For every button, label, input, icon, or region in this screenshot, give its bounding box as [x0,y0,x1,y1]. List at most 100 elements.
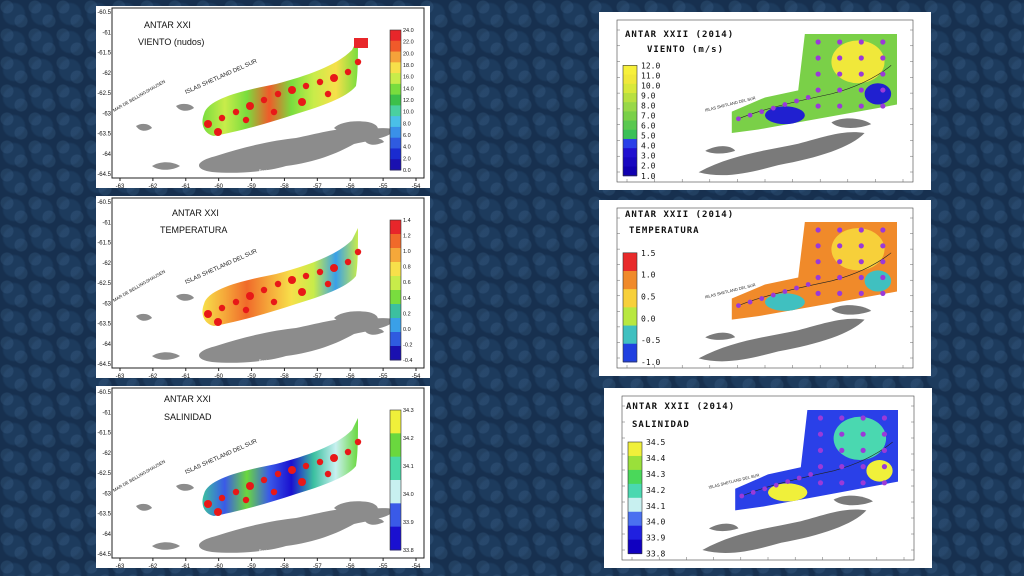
panel-antar-xxii-salinidad: ISLAS SHETLAND DEL SUR 34.5 34.4 34.3 34.2 34… [604,388,932,568]
station-marker [817,447,824,453]
colorbar-segment [390,332,401,347]
station-marker [330,264,338,272]
colorbar-frame [622,65,638,177]
station-marker [344,68,352,76]
panel-variable-label: TEMPERATURA [160,225,228,235]
station-marker [214,318,222,326]
y-tick-label: -60.5 [97,10,111,16]
island-landmass [364,327,384,335]
station-marker [837,274,843,281]
colorbar-tick-label: 34.4 [646,454,665,463]
station-marker [770,105,776,111]
station-marker [747,299,753,305]
peninsula-landmass [698,132,865,176]
station-marker [354,58,362,66]
colorbar-segment [623,129,637,140]
colorbar-segment [628,525,642,541]
y-tick-label: -64.5 [97,362,111,368]
colorbar-frame [389,219,402,361]
island-landmass [708,523,739,532]
colorbar-segment [390,51,401,63]
colorbar-segment [623,252,637,272]
colorbar-tick-label: 10.0 [641,81,660,90]
station-marker [330,454,338,462]
panel-antar-xxii-viento: ISLAS SHETLAND DEL SUR 12.0 11.0 10.0 9.0 8.0… [599,12,931,190]
colorbar-tick-label: 4.0 [403,145,411,151]
x-tick-label: -54 [412,564,421,568]
station-marker [246,292,254,300]
x-tick-label: -59 [247,374,256,378]
colorbar-tick-label: 16.0 [403,75,414,81]
station-marker [354,438,362,446]
station-marker [270,298,278,306]
station-marker [796,475,802,481]
y-tick-label: -60.5 [97,390,111,396]
panel-variable-label: SALINIDAD [164,412,212,422]
panel-variable-label: SALINIDAD [632,420,690,430]
colorbar-segment [390,456,401,481]
station-marker [858,274,864,281]
station-marker [232,108,240,116]
colorbar-tick-label: 0.6 [403,280,411,286]
colorbar-segment [623,65,637,76]
data-field-patch [831,228,885,271]
station-marker [324,90,332,98]
station-marker [880,87,886,93]
y-tick-label: -61.5 [97,241,111,247]
x-tick-label: -54 [412,184,421,188]
station-marker [839,480,845,486]
colorbar-frame [627,441,643,554]
island-landmass [152,542,180,550]
station-marker [736,303,741,308]
y-tick-label: -60.5 [97,200,111,206]
station-marker [837,71,843,77]
x-tick-label: -56 [346,374,355,378]
y-tick-label: -61 [102,220,111,226]
y-tick-label: -64.5 [97,552,111,558]
station-marker [839,447,845,453]
colorbar-tick-label: 6.0 [641,122,656,131]
colorbar-segment [390,116,401,128]
station-marker [880,290,886,296]
station-marker [860,480,866,486]
colorbar-segment [390,83,401,96]
colorbar-segment [390,159,401,171]
colorbar-segment [623,148,637,158]
panel-variable-label: TEMPERATURA [629,226,700,236]
island-landmass [176,103,194,111]
station-marker [274,90,282,98]
colorbar-tick-label: 2.0 [403,156,411,162]
y-tick-label: -61 [102,30,111,36]
station-marker [218,304,226,312]
station-marker [260,476,268,484]
x-tick-label: -60 [214,564,223,568]
colorbar-segment [623,74,637,85]
station-marker [204,120,212,128]
colorbar-tick-label: 1.4 [403,218,411,224]
colorbar-segment [623,138,637,149]
colorbar-tick-label: 34.3 [403,408,414,414]
y-tick-label: -63.5 [97,132,111,138]
colorbar-tick-label: 33.9 [403,520,414,526]
y-tick-label: -64 [102,532,111,538]
colorbar-segment [628,469,642,485]
station-marker [817,464,824,470]
station-marker [858,259,864,265]
colorbar-tick-label: 12.0 [403,98,414,104]
station-marker [344,448,352,456]
colorbar-segment [623,120,637,131]
y-tick-label: -64 [102,152,111,158]
data-field-patch [831,40,885,84]
station-marker [837,243,843,249]
island-landmass [176,483,194,491]
x-tick-label: -55 [379,374,388,378]
colorbar-tick-label: 5.0 [641,132,656,141]
station-marker [815,227,821,233]
station-marker [324,280,332,288]
station-marker [298,98,306,106]
station-marker [881,431,888,437]
panel-cruise-label: ANTAR XXII (2014) [626,402,736,412]
colorbar-tick-label: -0.2 [403,342,412,348]
island-landmass [364,517,384,525]
station-marker [274,280,282,288]
